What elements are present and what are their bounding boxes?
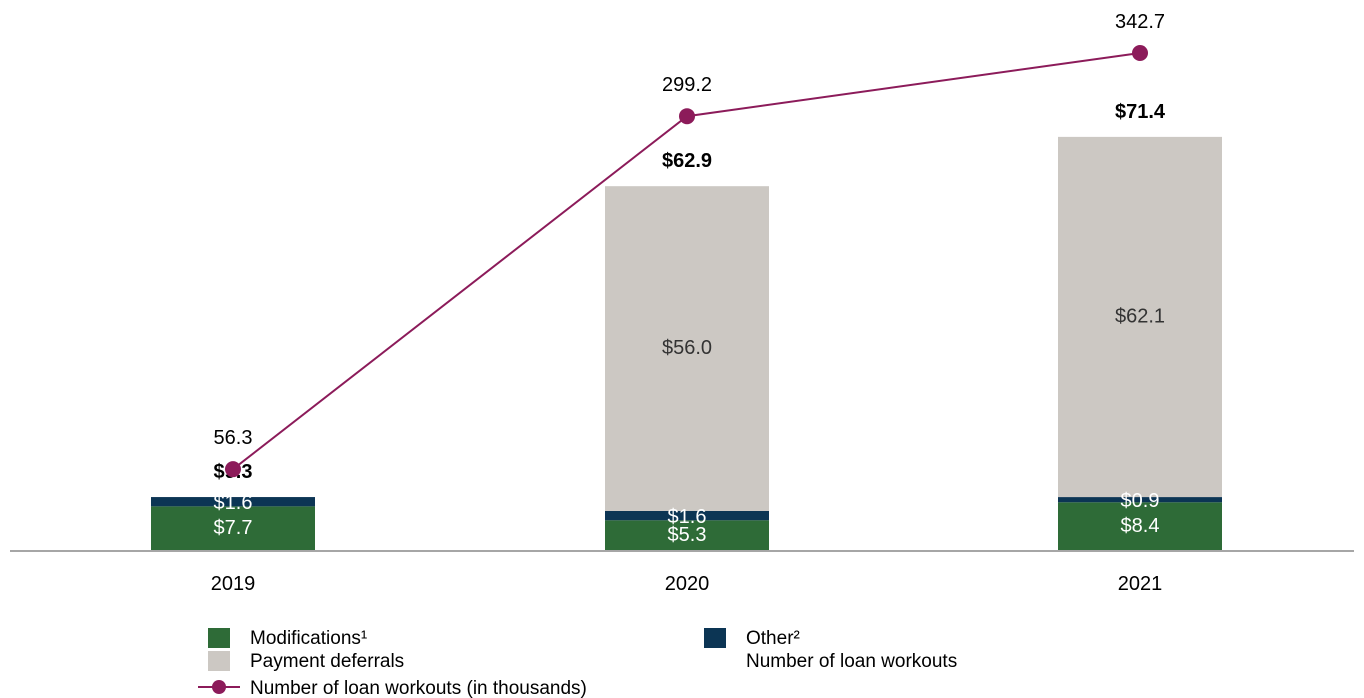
x-tick-label: 2020 (665, 573, 710, 595)
x-tick-label: 2019 (211, 573, 256, 595)
line-point-label: 342.7 (1115, 11, 1165, 33)
legend-label-other: Other² (746, 628, 800, 649)
bar-segment (151, 497, 315, 507)
line-point (679, 108, 695, 125)
bar-segment (605, 510, 769, 521)
bar-segment (605, 186, 769, 511)
bar-segment (1058, 502, 1222, 551)
x-tick-label: 2021 (1118, 573, 1163, 595)
legend-label-number-of-loan-workouts: Number of loan workouts (746, 651, 957, 672)
bars-layer: $7.7$1.6$9.3$5.3$1.6$56.0$62.9$8.4$0.9$6… (151, 101, 1222, 551)
bar-segment (1058, 497, 1222, 503)
bar-segment (605, 520, 769, 551)
x-axis-ticks: 2019 2020 2021 (211, 573, 1163, 595)
legend-swatch-other (704, 628, 726, 648)
line-point (225, 461, 241, 478)
bar-segment-label: $1.6 (668, 506, 707, 528)
legend-label-payment-deferrals: Payment deferrals (250, 651, 404, 672)
bar-segment-label: $1.6 (214, 492, 253, 514)
legend-swatch-modifications (208, 628, 230, 648)
bar-total-label: $71.4 (1115, 101, 1166, 123)
line-layer: 56.3 299.2 342.7 (214, 11, 1165, 478)
bar-segment-label: $0.9 (1121, 490, 1160, 512)
bar-segment (151, 506, 315, 551)
legend-label-modifications: Modifications¹ (250, 628, 367, 649)
legend-label-loan-workouts: Number of loan workouts (in thousands) (250, 678, 587, 698)
line-point-label: 56.3 (214, 427, 253, 449)
bar-segment (1058, 136, 1222, 498)
legend-swatch-payment-deferrals (208, 651, 230, 671)
line-point-label: 299.2 (662, 74, 712, 96)
legend-line-marker (212, 680, 226, 694)
bar-segment-label: $62.1 (1115, 305, 1165, 327)
bar-total-label: $62.9 (662, 150, 712, 172)
bar-segment-label: $8.4 (1121, 515, 1160, 537)
bar-segment-label: $7.7 (214, 517, 253, 539)
legend: Modifications¹ Payment deferrals Number … (198, 628, 957, 698)
bar-segment-label: $5.3 (668, 524, 707, 546)
line-point (1132, 44, 1148, 61)
bar-segment-label: $56.0 (662, 337, 712, 359)
